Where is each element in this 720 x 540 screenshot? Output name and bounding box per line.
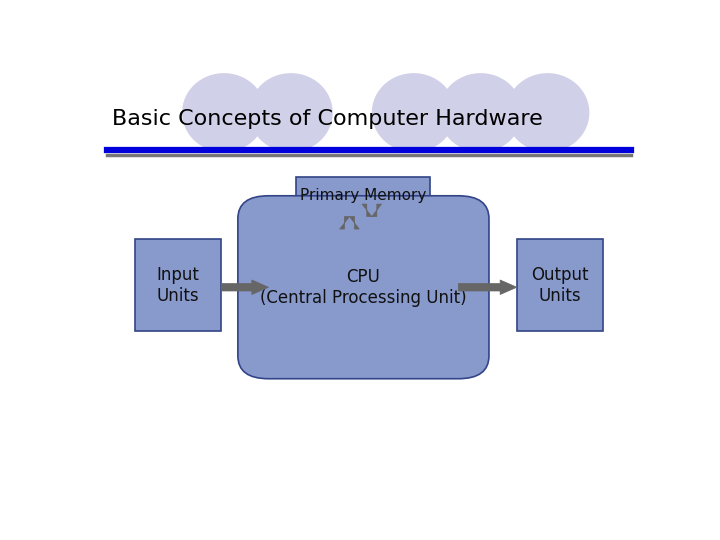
FancyBboxPatch shape — [135, 239, 221, 331]
Ellipse shape — [438, 73, 523, 152]
FancyBboxPatch shape — [238, 196, 489, 379]
FancyBboxPatch shape — [297, 177, 431, 214]
Ellipse shape — [249, 73, 333, 152]
Polygon shape — [459, 280, 517, 294]
Polygon shape — [362, 204, 382, 217]
Polygon shape — [221, 280, 269, 294]
Text: CPU
(Central Processing Unit): CPU (Central Processing Unit) — [260, 268, 467, 307]
FancyBboxPatch shape — [517, 239, 603, 331]
Text: Basic Concepts of Computer Hardware: Basic Concepts of Computer Hardware — [112, 109, 543, 129]
Text: Primary Memory: Primary Memory — [300, 188, 427, 203]
Polygon shape — [340, 217, 359, 229]
Text: Input
Units: Input Units — [156, 266, 199, 305]
Ellipse shape — [505, 73, 590, 152]
Ellipse shape — [182, 73, 266, 152]
Text: Output
Units: Output Units — [531, 266, 589, 305]
Ellipse shape — [372, 73, 456, 152]
